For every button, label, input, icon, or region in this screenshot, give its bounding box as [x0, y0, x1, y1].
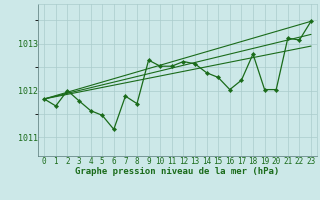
- X-axis label: Graphe pression niveau de la mer (hPa): Graphe pression niveau de la mer (hPa): [76, 167, 280, 176]
